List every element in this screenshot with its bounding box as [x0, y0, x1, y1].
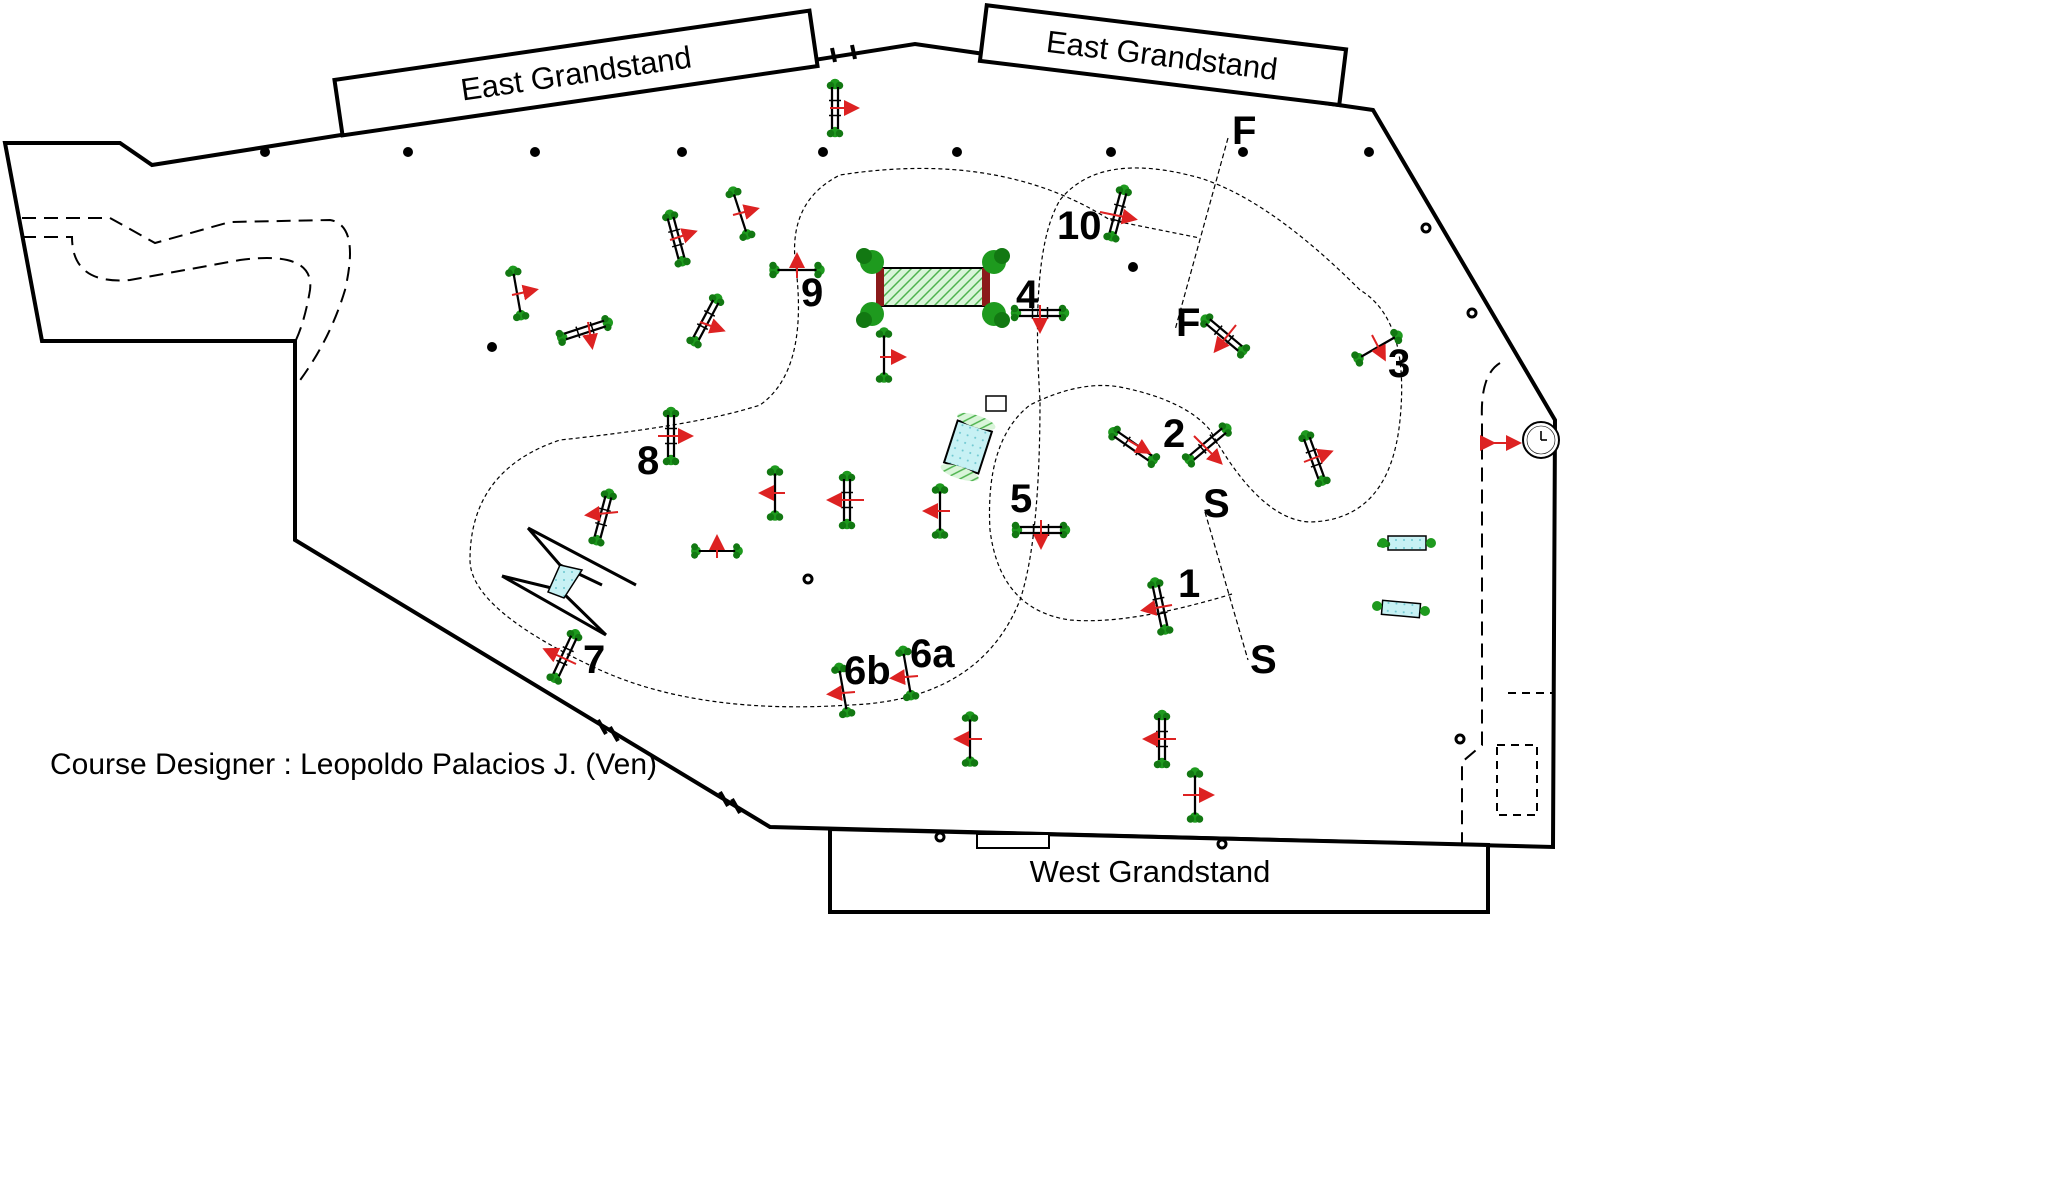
course-route: [469, 167, 1403, 708]
obstacle-number: 10: [1057, 204, 1102, 248]
entry-path: [22, 217, 351, 384]
obstacle-number: 5: [1010, 477, 1032, 521]
arena-rings: [802, 222, 1478, 850]
fence: [545, 626, 585, 686]
finish-marker: F: [1232, 109, 1256, 153]
course-designer: Course Designer : Leopoldo Palacios J. (…: [50, 748, 657, 781]
fence: [1196, 310, 1251, 360]
obstacle-number: 6b: [844, 649, 891, 693]
entry-path-inner: [22, 236, 312, 341]
obstacle-number: 2: [1163, 412, 1185, 456]
grandstand-north-east: East Grandstand: [977, 3, 1349, 108]
exit-box: [1496, 744, 1538, 816]
fence-direction-arrows: [511, 100, 1386, 803]
arena-posts: [260, 147, 1374, 352]
clock-icon: [1522, 421, 1560, 459]
obstacle-number: 3: [1388, 342, 1410, 386]
hedge-obstacle: [856, 248, 1010, 328]
start-marker: S: [1250, 638, 1277, 682]
fence: [587, 487, 618, 548]
fence: [1104, 422, 1161, 469]
obstacle-number: 4: [1016, 273, 1039, 317]
finish-line: [1174, 137, 1229, 331]
grandstand-north-west: East Grandstand: [332, 8, 820, 138]
water-tray: [1372, 535, 1436, 619]
fence: [876, 327, 893, 383]
obstacle-number: 8: [637, 439, 659, 483]
start-line: [1204, 511, 1249, 661]
grandstand-label: West Grandstand: [1030, 854, 1271, 889]
gate-marks: [596, 44, 857, 814]
start-marker: S: [1203, 482, 1230, 526]
liverpool-jump: [501, 526, 637, 637]
obstacle-number: 1: [1178, 562, 1200, 606]
obstacle-number: 9: [801, 271, 823, 315]
obstacle-number: 6a: [910, 632, 955, 676]
water-jump: [940, 412, 996, 482]
fence: [685, 290, 727, 349]
obstacle-number: 7: [583, 638, 605, 682]
finish-marker: F: [1176, 301, 1200, 345]
grandstand-south: West Grandstand: [828, 826, 1490, 914]
exit-lane: [1461, 362, 1501, 845]
fence: [1180, 419, 1235, 469]
judge-box: [985, 395, 1007, 412]
fence: [555, 313, 616, 347]
arena-boundary: [2, 41, 1558, 850]
